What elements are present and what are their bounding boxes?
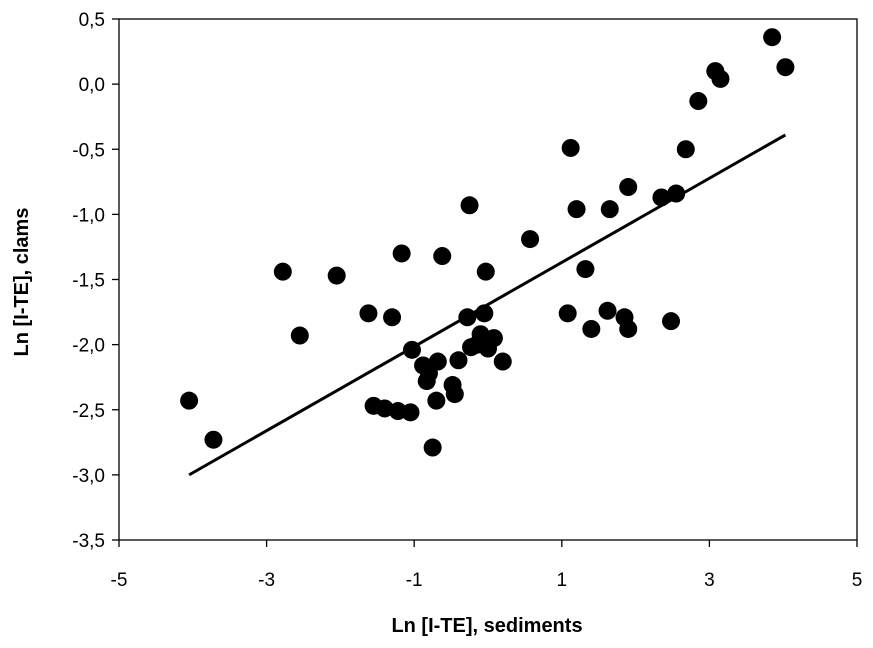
data-points [180,28,795,457]
data-point [458,308,477,327]
data-point [204,430,223,449]
x-tick-label: 1 [557,570,568,591]
data-point [180,391,199,410]
y-tick-label: -2,0 [72,336,105,357]
data-point [327,266,346,285]
data-point [427,391,446,410]
x-axis: -5 -3 -1 1 3 5 [111,540,863,591]
data-point [576,260,595,279]
data-point [521,230,540,249]
data-point [475,304,494,323]
data-point [445,385,464,404]
data-point [401,403,420,422]
y-tick-label: -1,5 [72,271,105,292]
y-tick-label: -3,5 [72,531,105,552]
y-tick-label: -1,0 [72,205,105,226]
data-point [662,312,681,331]
data-point [423,438,442,457]
y-axis-title: Ln [I-TE], clams [11,208,33,357]
data-point [689,92,708,111]
data-point [652,188,671,207]
data-point [460,196,479,215]
data-point [558,304,577,323]
data-point [402,340,421,359]
x-axis-title: Ln [I-TE], sediments [391,615,582,637]
y-tick-label: 0,0 [79,75,105,96]
y-tick-label: 0,5 [79,10,105,31]
x-tick-label: -3 [258,570,275,591]
y-tick-label: -0,5 [72,140,105,161]
x-tick-label: -1 [406,570,423,591]
data-point [598,301,617,320]
data-point [776,58,795,77]
data-point [476,262,495,281]
data-point [711,69,730,88]
data-point [561,138,580,157]
data-point [619,319,638,338]
x-tick-label: 5 [852,570,863,591]
data-point [433,247,452,266]
y-tick-label: -3,0 [72,466,105,487]
data-point [484,329,503,348]
x-tick-label: 3 [704,570,715,591]
data-point [493,352,512,371]
data-point [600,200,619,219]
data-point [582,319,601,338]
data-point [359,304,378,323]
data-point [392,244,411,263]
data-point [763,28,782,47]
data-point [428,352,447,371]
data-point [449,351,468,370]
data-point [383,308,402,327]
data-point [273,262,292,281]
y-tick-label: -2,5 [72,401,105,422]
data-point [567,200,586,219]
data-point [676,140,695,159]
data-point [619,178,638,197]
data-point [667,184,686,203]
x-tick-label: -5 [111,570,128,591]
data-point [290,326,309,345]
y-axis: 0,5 0,0 -0,5 -1,0 -1,5 -2,0 -2,5 -3,0 -3,5 [72,10,119,552]
